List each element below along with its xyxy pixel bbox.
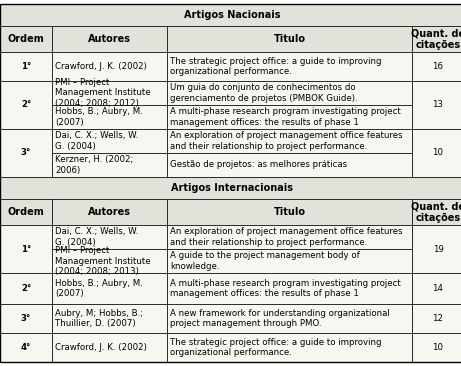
Bar: [412, 305, 461, 333]
Bar: [167, 249, 412, 273]
Bar: [167, 225, 412, 249]
Text: 1°: 1°: [21, 62, 31, 71]
Bar: [167, 199, 412, 225]
Bar: [0, 199, 52, 225]
Text: Dai, C. X.; Wells, W.
G. (2004): Dai, C. X.; Wells, W. G. (2004): [55, 131, 138, 151]
Text: Titulo: Titulo: [273, 34, 306, 44]
Bar: [52, 225, 167, 249]
Bar: [412, 26, 461, 52]
Bar: [167, 105, 412, 129]
Text: Crawford, J. K. (2002): Crawford, J. K. (2002): [55, 343, 147, 352]
Text: Artigos Nacionais: Artigos Nacionais: [184, 10, 280, 20]
Bar: [412, 129, 461, 177]
Text: Hobbs, B.; Aubry, M.
(2007): Hobbs, B.; Aubry, M. (2007): [55, 279, 143, 298]
Text: Ordem: Ordem: [8, 207, 44, 217]
Text: 2°: 2°: [21, 284, 31, 293]
Text: Um guia do conjunto de conhecimentos do
gerenciamento de projetos (PMBOK Guide).: Um guia do conjunto de conhecimentos do …: [170, 83, 358, 102]
Text: Aubry, M; Hobbs, B.;
Thuillier, D. (2007): Aubry, M; Hobbs, B.; Thuillier, D. (2007…: [55, 309, 143, 328]
Bar: [167, 129, 412, 153]
Bar: [52, 249, 167, 273]
Text: An exploration of project management office features
and their relationship to p: An exploration of project management off…: [170, 227, 402, 247]
Bar: [52, 333, 167, 362]
Text: PMI – Project
Management Institute
(2004; 2008; 2013): PMI – Project Management Institute (2004…: [55, 246, 151, 276]
Text: 12: 12: [432, 314, 443, 323]
Bar: [52, 81, 167, 105]
Bar: [167, 153, 412, 177]
Bar: [167, 26, 412, 52]
Bar: [412, 333, 461, 362]
Text: 4°: 4°: [21, 343, 31, 352]
Bar: [0, 129, 52, 177]
Text: 2°: 2°: [21, 100, 31, 109]
Bar: [52, 273, 167, 305]
Bar: [0, 333, 52, 362]
Bar: [52, 105, 167, 129]
Text: The strategic project office: a guide to improving
organizational performance.: The strategic project office: a guide to…: [170, 57, 382, 76]
Bar: [167, 273, 412, 305]
Bar: [52, 153, 167, 177]
Text: Dai, C. X.; Wells, W.
G. (2004): Dai, C. X.; Wells, W. G. (2004): [55, 227, 138, 247]
Bar: [52, 199, 167, 225]
Text: Titulo: Titulo: [273, 207, 306, 217]
Text: Quant. de
citações: Quant. de citações: [411, 201, 461, 223]
Bar: [0, 225, 52, 273]
Text: 1°: 1°: [21, 244, 31, 254]
Text: Hobbs, B.; Aubry, M.
(2007): Hobbs, B.; Aubry, M. (2007): [55, 107, 143, 127]
Text: Crawford, J. K. (2002): Crawford, J. K. (2002): [55, 62, 147, 71]
Bar: [412, 52, 461, 81]
Text: 14: 14: [432, 284, 443, 293]
Text: The strategic project office: a guide to improving
organizational performance.: The strategic project office: a guide to…: [170, 338, 382, 357]
Text: Autores: Autores: [88, 34, 131, 44]
Text: Gestão de projetos: as melhores práticas: Gestão de projetos: as melhores práticas: [170, 160, 347, 169]
Text: PMI – Project
Management Institute
(2004; 2008; 2012): PMI – Project Management Institute (2004…: [55, 78, 151, 108]
Bar: [412, 225, 461, 273]
Bar: [0, 273, 52, 305]
Bar: [0, 4, 461, 26]
Text: A multi-phase research program investigating project
management offices: the res: A multi-phase research program investiga…: [170, 279, 401, 298]
Text: 10: 10: [432, 149, 443, 157]
Text: A multi-phase research program investigating project
management offices: the res: A multi-phase research program investiga…: [170, 107, 401, 127]
Text: 16: 16: [432, 62, 443, 71]
Bar: [412, 199, 461, 225]
Text: A new framework for understanding organizational
project management through PMO.: A new framework for understanding organi…: [170, 309, 390, 328]
Bar: [0, 26, 52, 52]
Text: 3°: 3°: [21, 149, 31, 157]
Bar: [52, 305, 167, 333]
Bar: [0, 177, 461, 199]
Bar: [167, 52, 412, 81]
Text: 3°: 3°: [21, 314, 31, 323]
Bar: [0, 305, 52, 333]
Bar: [167, 333, 412, 362]
Text: Kerzner, H. (2002;
2006): Kerzner, H. (2002; 2006): [55, 155, 133, 175]
Text: Autores: Autores: [88, 207, 131, 217]
Text: 10: 10: [432, 343, 443, 352]
Bar: [52, 52, 167, 81]
Bar: [412, 81, 461, 129]
Text: 13: 13: [432, 100, 443, 109]
Bar: [52, 129, 167, 153]
Bar: [0, 52, 52, 81]
Text: Ordem: Ordem: [8, 34, 44, 44]
Text: 19: 19: [432, 244, 443, 254]
Text: Artigos Internacionais: Artigos Internacionais: [171, 183, 293, 193]
Bar: [167, 81, 412, 105]
Text: Quant. de
citações: Quant. de citações: [411, 28, 461, 50]
Text: An exploration of project management office features
and their relationship to p: An exploration of project management off…: [170, 131, 402, 151]
Bar: [52, 26, 167, 52]
Bar: [0, 81, 52, 129]
Bar: [412, 273, 461, 305]
Bar: [167, 305, 412, 333]
Text: A guide to the project management body of
knowledge.: A guide to the project management body o…: [170, 251, 360, 271]
